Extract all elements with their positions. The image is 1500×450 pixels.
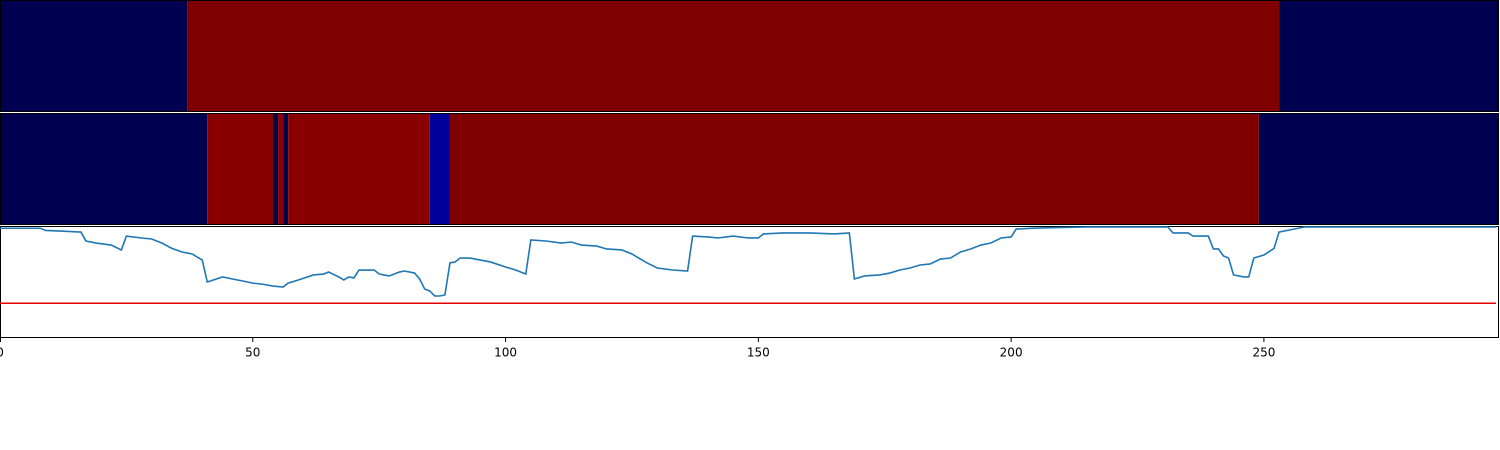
heatmap-segment (429, 113, 450, 225)
heatmap-segment (283, 113, 289, 225)
heatmap-segment (0, 0, 188, 112)
heatmap-segment (207, 113, 274, 225)
heatmap-segment (449, 113, 1259, 225)
x-tick-label: 100 (494, 346, 517, 360)
heatmap-segment (273, 113, 279, 225)
x-tick-label: 0 (0, 346, 4, 360)
x-tick-label: 250 (1252, 346, 1275, 360)
heatmap-segment (187, 0, 1280, 112)
panel-frame (0, 0, 1499, 112)
x-tick-label: 150 (747, 346, 770, 360)
heatmap-segment (1258, 113, 1499, 225)
heatmap-segment (278, 113, 284, 225)
heatmap-segment (1279, 0, 1499, 112)
heatmap-segment (0, 113, 208, 225)
x-tick-label: 50 (245, 346, 260, 360)
line-series (0, 226, 1497, 297)
x-tick-label: 200 (1000, 346, 1023, 360)
panel-frame (0, 113, 1499, 225)
heatmap-segment (288, 113, 430, 225)
panel-frame (0, 226, 1499, 338)
